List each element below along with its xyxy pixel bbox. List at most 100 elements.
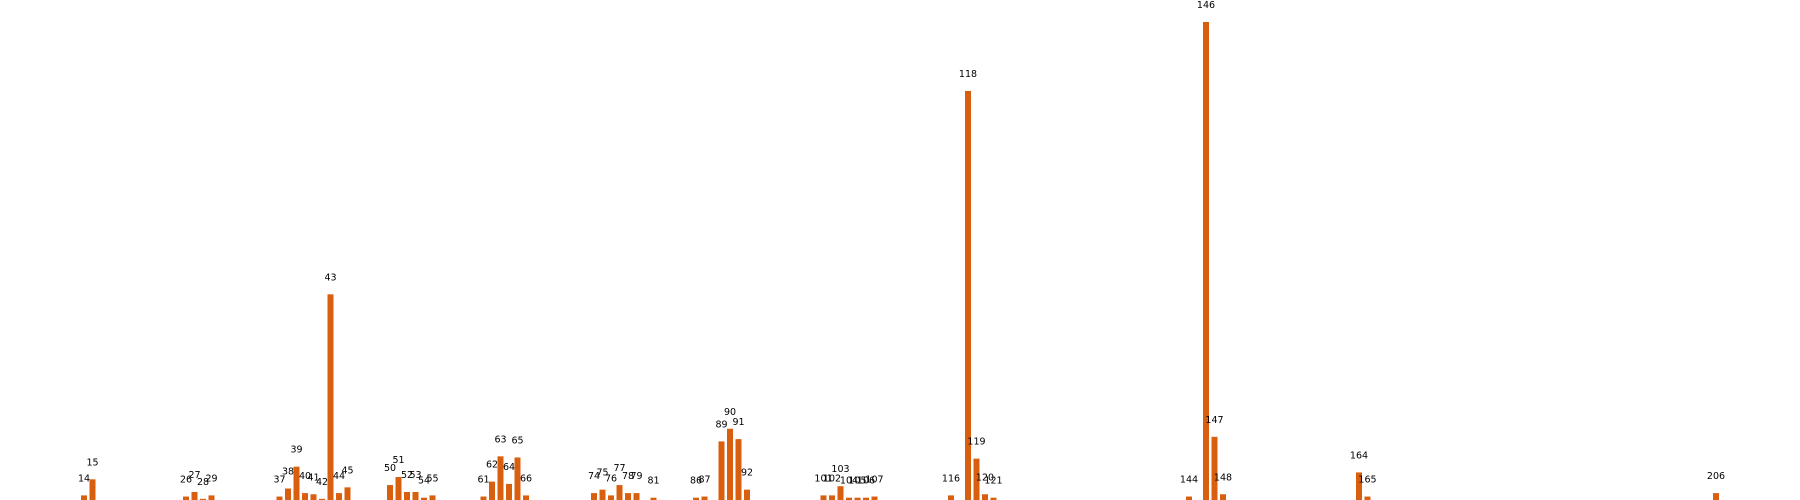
bar-label: 206 xyxy=(1707,471,1725,482)
bar xyxy=(412,491,419,500)
bar-label: 76 xyxy=(605,473,617,484)
bar-label: 102 xyxy=(823,473,841,484)
bar xyxy=(871,496,878,500)
bar-label: 55 xyxy=(426,473,438,484)
bar-label: 116 xyxy=(942,473,960,484)
bar-label: 61 xyxy=(477,475,489,486)
bar-label: 65 xyxy=(511,435,523,446)
bar xyxy=(863,497,869,500)
bar-label: 40 xyxy=(299,471,311,482)
bar xyxy=(744,489,750,500)
bar-label: 164 xyxy=(1350,450,1368,461)
bar xyxy=(285,488,291,500)
bar xyxy=(514,457,521,500)
bar xyxy=(497,456,504,500)
bar xyxy=(506,483,512,500)
bar-label: 86 xyxy=(690,476,702,487)
bar-label: 106 xyxy=(857,476,875,487)
bar-label: 28 xyxy=(197,477,209,488)
bar xyxy=(1186,496,1192,500)
bar xyxy=(429,495,436,500)
bar xyxy=(191,491,198,500)
bar-label: 14 xyxy=(78,473,90,484)
bar-label: 42 xyxy=(316,477,328,488)
bar xyxy=(837,486,844,500)
bar xyxy=(89,479,96,500)
bar-label: 91 xyxy=(732,417,744,428)
bar-label: 89 xyxy=(715,419,727,430)
bar-label: 103 xyxy=(831,464,849,475)
bar-label: 120 xyxy=(976,472,994,483)
bar-label: 75 xyxy=(596,468,608,479)
bar xyxy=(1211,436,1218,500)
bar-label: 144 xyxy=(1180,475,1198,486)
bar xyxy=(982,494,988,500)
bar xyxy=(854,497,861,500)
bar xyxy=(1356,472,1362,500)
bar-label: 147 xyxy=(1205,415,1223,426)
bar xyxy=(718,441,725,500)
bar xyxy=(633,493,640,500)
bar-label: 39 xyxy=(290,445,302,456)
bar-label: 63 xyxy=(494,434,506,445)
bar-label: 119 xyxy=(967,437,985,448)
bar xyxy=(820,495,827,500)
bar xyxy=(208,495,215,500)
bar xyxy=(387,485,393,500)
bar xyxy=(829,495,835,500)
bar xyxy=(735,439,742,500)
bar xyxy=(319,498,325,500)
bar-label: 165 xyxy=(1358,475,1376,486)
bar xyxy=(1203,22,1209,500)
bar xyxy=(1364,496,1371,500)
bar-label: 146 xyxy=(1197,0,1215,11)
bar-label: 43 xyxy=(324,272,336,283)
bar xyxy=(616,485,623,500)
bar xyxy=(81,495,87,500)
bar xyxy=(1220,494,1226,500)
bar xyxy=(599,489,606,500)
bar-label: 64 xyxy=(503,462,515,473)
bar xyxy=(948,495,954,500)
bar xyxy=(965,90,971,500)
bar-label: 148 xyxy=(1214,472,1232,483)
bar xyxy=(693,497,699,500)
bar-label: 87 xyxy=(698,475,710,486)
bar xyxy=(625,493,631,500)
bar-label: 101 xyxy=(814,473,832,484)
bar-label: 74 xyxy=(588,471,600,482)
bar-label: 38 xyxy=(282,467,294,478)
bar-label: 50 xyxy=(384,463,396,474)
bar xyxy=(846,497,852,500)
bar-label: 45 xyxy=(341,465,353,476)
bar xyxy=(701,496,708,500)
bar xyxy=(302,493,308,500)
bar-label: 51 xyxy=(392,455,404,466)
bar-label: 121 xyxy=(984,476,1002,487)
bar-label: 90 xyxy=(724,407,736,418)
bar xyxy=(489,481,495,500)
bar-label: 104 xyxy=(840,476,858,487)
bar-label: 26 xyxy=(180,475,192,486)
bar xyxy=(310,494,317,500)
bar xyxy=(395,477,402,500)
bar xyxy=(421,497,427,500)
bar-label: 27 xyxy=(188,470,200,481)
bar xyxy=(200,498,206,500)
bar-label: 79 xyxy=(630,471,642,482)
bar xyxy=(183,496,189,500)
bar-label: 77 xyxy=(613,463,625,474)
bar-label: 107 xyxy=(865,475,883,486)
bar-label: 118 xyxy=(959,69,977,80)
bar-label: 29 xyxy=(205,473,217,484)
bar-label: 53 xyxy=(409,470,421,481)
bar xyxy=(327,294,334,500)
bar-label: 44 xyxy=(333,471,345,482)
bar xyxy=(293,466,300,500)
bar-label: 66 xyxy=(520,473,532,484)
bar-label: 92 xyxy=(741,468,753,479)
bar-label: 78 xyxy=(622,471,634,482)
bar xyxy=(973,458,980,500)
bar-label: 81 xyxy=(647,476,659,487)
